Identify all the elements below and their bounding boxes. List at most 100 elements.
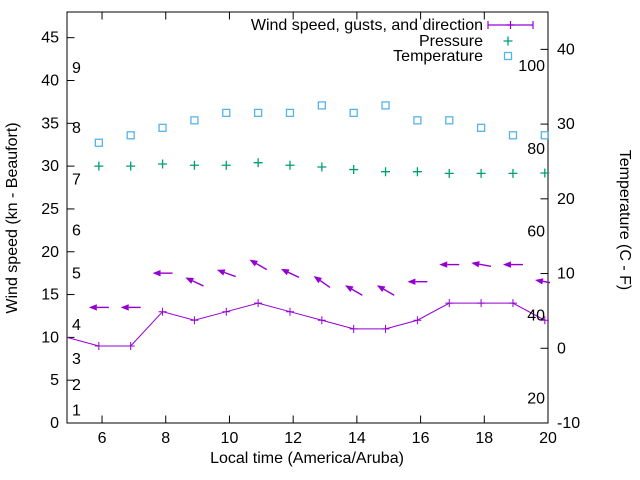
- gust-arrow-head: [88, 304, 97, 311]
- pressure-marker: [508, 168, 518, 178]
- x-tick-label: 14: [348, 430, 366, 447]
- gust-arrow-shaft: [287, 271, 300, 279]
- fahrenheit-scale-label: 100: [518, 58, 545, 75]
- inner-scale-labels: 1 2 3 4 5 6 7 8 9 20 40 60 80 100: [72, 58, 545, 420]
- plot-frame: [66, 11, 549, 424]
- gust-arrow-head: [216, 269, 226, 276]
- gust-arrow-shaft: [542, 280, 550, 284]
- gust-arrow-shaft: [224, 271, 236, 278]
- series-temperature-open-square-markers: [94, 101, 549, 147]
- wind-point-marker: [477, 299, 486, 308]
- gust-arrow-head: [345, 285, 354, 293]
- temperature-marker: [381, 101, 390, 110]
- y-left-tick-label: 0: [50, 415, 59, 432]
- beaufort-scale-label: 7: [72, 171, 81, 188]
- pressure-marker: [253, 158, 263, 168]
- x-tick-label: 16: [412, 430, 430, 447]
- temperature-marker: [126, 131, 135, 140]
- temperature-marker: [158, 123, 167, 132]
- gust-arrow-shaft: [479, 263, 492, 268]
- y-right-tick-label: 10: [557, 266, 575, 283]
- wind-point-marker: [381, 324, 390, 333]
- legend-label-pressure: Pressure: [419, 33, 483, 50]
- y-left-axis-title: Wind speed (kn - Beaufort): [4, 122, 21, 313]
- wind-point-marker: [126, 341, 135, 350]
- wind-point-marker: [158, 307, 167, 316]
- legend-wind-sample-plus: [506, 21, 515, 29]
- wind-speed-line: [66, 302, 546, 347]
- legend-markers: [487, 21, 534, 61]
- gust-arrow-head: [534, 278, 544, 285]
- x-tick-label: 6: [98, 430, 107, 447]
- temperature-marker: [476, 123, 486, 132]
- temperature-marker: [94, 138, 104, 147]
- beaufort-scale-label: 8: [72, 120, 81, 137]
- legend-label-wind: Wind speed, gusts, and direction: [251, 17, 483, 34]
- wind-point-marker: [445, 299, 454, 308]
- legend-pressure-sample: [503, 36, 513, 46]
- x-tick-label: 12: [284, 430, 302, 447]
- y-right-axis-title: Temperature (C - F): [616, 150, 633, 290]
- gust-arrow-head: [249, 259, 258, 267]
- temperature-marker: [349, 108, 358, 118]
- temperature-marker: [285, 108, 295, 118]
- y-left-tick-label: 40: [41, 73, 59, 90]
- beaufort-scale-label: 3: [72, 351, 81, 368]
- x-tick-label: 18: [475, 430, 493, 447]
- beaufort-scale-label: 9: [72, 60, 81, 77]
- fahrenheit-scale-label: 40: [527, 307, 545, 324]
- x-tick-label: 20: [539, 430, 557, 447]
- beaufort-scale-label: 6: [72, 223, 81, 240]
- gust-arrow-head: [313, 275, 323, 284]
- gust-arrow-head: [471, 261, 480, 268]
- fahrenheit-scale-label: 20: [527, 390, 545, 407]
- wind-point-marker: [190, 316, 199, 325]
- x-tick-label: 10: [221, 430, 239, 447]
- beaufort-scale-label: 2: [72, 377, 81, 394]
- legend-label-temperature: Temperature: [393, 48, 483, 65]
- wind-point-marker: [317, 316, 326, 325]
- y-left-tick-label: 20: [41, 244, 59, 261]
- pressure-marker: [381, 167, 391, 177]
- pressure-marker: [94, 161, 104, 171]
- wind-point-marker: [508, 299, 517, 308]
- y-left-tick-label: 45: [41, 30, 59, 47]
- series-pressure-plus-markers: [94, 158, 550, 178]
- temperature-marker: [445, 116, 454, 125]
- beaufort-scale-label: 1: [72, 402, 81, 419]
- legend-temperature-sample: [503, 51, 513, 61]
- plot-border: [66, 11, 549, 424]
- series-wind-line-with-plus-markers: [66, 299, 549, 350]
- pressure-marker: [476, 168, 486, 178]
- gust-arrow-shaft: [351, 288, 363, 296]
- y-right-tick-label: 40: [557, 41, 575, 58]
- wind-point-marker: [349, 324, 358, 333]
- fahrenheit-scale-label: 80: [527, 141, 545, 158]
- wind-point-marker: [413, 316, 422, 325]
- wind-point-marker: [285, 307, 294, 316]
- temperature-marker: [540, 131, 549, 140]
- wind-point-marker: [540, 316, 549, 325]
- gust-arrow-head: [439, 261, 448, 268]
- pressure-marker: [285, 160, 295, 170]
- data-series: [66, 101, 550, 350]
- gust-arrow-head: [120, 304, 129, 311]
- pressure-marker: [189, 160, 199, 170]
- gust-arrow-head: [407, 278, 416, 285]
- legend: Wind speed, gusts, and direction Pressur…: [251, 17, 534, 65]
- gust-arrow-shaft: [192, 280, 204, 287]
- pressure-marker: [444, 168, 454, 178]
- series-wind-direction-arrows-pointing-left: [88, 259, 550, 311]
- pressure-marker: [158, 159, 168, 169]
- gust-arrow-head: [152, 269, 161, 277]
- y-left-tick-label: 35: [41, 115, 59, 132]
- pressure-marker: [412, 167, 422, 177]
- pressure-marker: [221, 160, 231, 170]
- axis-ticks-and-labels: 6 8 10 12 14 16 18 20051015202530354045-1001020…: [41, 12, 580, 447]
- gust-arrow-shaft: [319, 279, 331, 289]
- pressure-marker: [126, 161, 136, 171]
- temperature-marker: [413, 116, 422, 125]
- y-left-tick-label: 15: [41, 287, 59, 304]
- temperature-marker: [508, 131, 518, 140]
